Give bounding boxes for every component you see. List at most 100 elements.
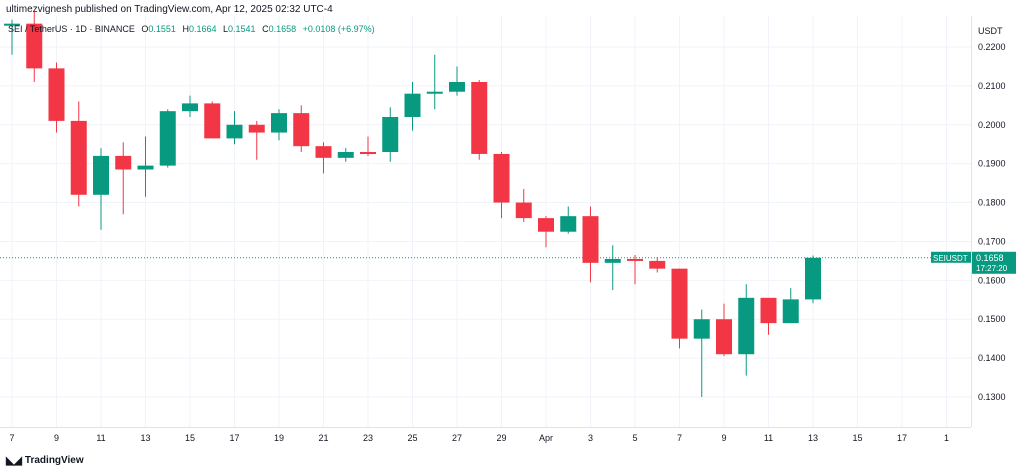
time-tick-label: 9 <box>721 433 726 443</box>
candle[interactable] <box>627 255 643 285</box>
candle-body <box>627 258 643 261</box>
candle-body <box>693 319 710 339</box>
time-tick-label: 13 <box>140 433 150 443</box>
candle[interactable] <box>337 148 354 162</box>
legend-high: 0.1664 <box>188 24 217 34</box>
candle-body <box>805 257 821 300</box>
symbol-legend: SEI / TetherUS · 1D · BINANCE O0.1551 H0… <box>8 24 375 34</box>
time-tick-label: 13 <box>808 433 818 443</box>
candle[interactable] <box>515 188 532 222</box>
time-tick-label: 11 <box>764 433 773 443</box>
candle-body <box>515 202 532 219</box>
candle-body <box>204 103 221 139</box>
candle[interactable] <box>360 136 376 156</box>
time-tick-label: 15 <box>185 433 195 443</box>
candle[interactable] <box>315 142 332 174</box>
legend-close-label: C <box>262 24 269 34</box>
candle[interactable] <box>582 206 599 283</box>
candle-body <box>115 155 132 170</box>
price-tick-label: 0.1400 <box>978 353 1006 363</box>
time-tick-label: 21 <box>318 433 328 443</box>
candle[interactable] <box>48 62 65 133</box>
candle-body <box>738 297 755 355</box>
time-tick-label: 19 <box>274 433 284 443</box>
candle[interactable] <box>782 288 799 324</box>
time-tick-label: 5 <box>632 433 637 443</box>
time-tick-label: 3 <box>588 433 593 443</box>
candle[interactable] <box>693 309 710 398</box>
candle[interactable] <box>560 206 577 234</box>
candle-body <box>4 23 20 26</box>
time-tick-label: 23 <box>363 433 373 443</box>
candle[interactable] <box>26 12 43 82</box>
candle[interactable] <box>293 105 310 152</box>
candle[interactable] <box>426 54 443 110</box>
candle-body <box>471 82 488 154</box>
candle-body <box>93 155 109 195</box>
candle[interactable] <box>204 101 221 139</box>
price-tick-label: 0.1300 <box>978 392 1006 402</box>
candle[interactable] <box>805 255 821 304</box>
candle-body <box>271 113 287 133</box>
price-tick-label: 0.1500 <box>978 314 1006 324</box>
footer-brand: TradingView <box>24 455 84 466</box>
candle[interactable] <box>449 66 465 96</box>
candle[interactable] <box>382 107 399 162</box>
candle-body <box>226 124 243 139</box>
candle[interactable] <box>404 82 421 131</box>
candle[interactable] <box>115 142 132 215</box>
price-axis-currency: USDT <box>978 26 1003 36</box>
candle[interactable] <box>493 152 510 219</box>
candle-body <box>337 152 354 158</box>
candle-body <box>315 146 332 158</box>
time-tick-label: 17 <box>229 433 239 443</box>
legend-low-label: L <box>223 24 229 34</box>
candle-body <box>716 319 732 355</box>
candle[interactable] <box>70 101 87 207</box>
legend-close: 0.1658 <box>268 24 297 34</box>
candle-body <box>159 111 176 166</box>
time-tick-label: 9 <box>54 433 59 443</box>
candle-body <box>360 152 376 154</box>
candle[interactable] <box>159 109 176 168</box>
candle[interactable] <box>137 136 154 197</box>
candle-body <box>782 299 799 324</box>
candle-body <box>382 117 399 152</box>
candle[interactable] <box>716 303 732 357</box>
candle[interactable] <box>248 120 265 160</box>
candle-body <box>182 103 198 112</box>
candle[interactable] <box>271 109 287 141</box>
candle-body <box>26 23 43 69</box>
candle[interactable] <box>538 216 554 248</box>
candle[interactable] <box>4 19 20 55</box>
legend-high-label: H <box>182 24 189 34</box>
candle[interactable] <box>604 245 621 291</box>
candle[interactable] <box>738 284 755 376</box>
time-tick-label: 17 <box>897 433 907 443</box>
candle[interactable] <box>649 257 666 273</box>
tradingview-footer[interactable]: ◣◢ TradingView <box>6 454 84 467</box>
time-tick-label: 29 <box>496 433 506 443</box>
time-tick-label: 7 <box>9 433 14 443</box>
time-tick-label: 27 <box>452 433 462 443</box>
candle[interactable] <box>471 80 488 160</box>
candle[interactable] <box>760 297 777 335</box>
time-tick-label: 15 <box>852 433 862 443</box>
candle[interactable] <box>182 95 198 117</box>
time-tick-label: 1 <box>944 433 949 443</box>
price-tick-label: 0.1800 <box>978 198 1006 208</box>
candle-body <box>560 216 577 232</box>
price-tick-label: 0.1600 <box>978 275 1006 285</box>
candle-body <box>493 153 510 203</box>
candle[interactable] <box>226 111 243 145</box>
candle-body <box>760 297 777 324</box>
candle[interactable] <box>671 268 688 349</box>
candle-body <box>48 68 65 121</box>
time-tick-label: Apr <box>539 433 553 443</box>
candle[interactable] <box>93 148 109 230</box>
time-tick-label: 25 <box>407 433 417 443</box>
candle-body <box>137 165 154 170</box>
legend-open: 0.1551 <box>148 24 176 34</box>
legend-symbol: SEI / TetherUS · 1D · BINANCE <box>8 24 135 34</box>
